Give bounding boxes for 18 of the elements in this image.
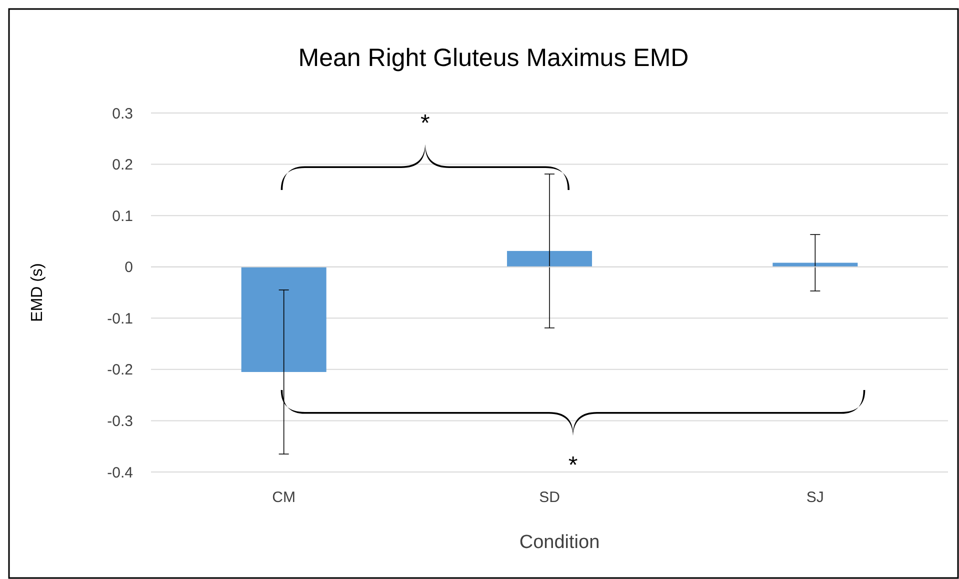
y-tick-label: -0.4 [107, 464, 133, 482]
x-tick-label: CM [272, 489, 296, 506]
annotation: * [568, 452, 578, 479]
y-tick-label: 0.3 [112, 105, 133, 122]
y-tick-label: 0.2 [112, 156, 133, 174]
y-tick-label: -0.2 [107, 362, 133, 379]
y-tick-label: -0.1 [107, 310, 133, 328]
chart-title: Mean Right Gluteus Maximus EMD [298, 44, 689, 72]
y-tick-label: 0.1 [112, 208, 133, 225]
x-tick-label: SD [539, 489, 560, 506]
y-tick-label: -0.3 [107, 412, 133, 430]
y-axis-title: EMD (s) [29, 263, 46, 322]
bar [241, 266, 326, 372]
y-tick-label: 0 [124, 259, 133, 276]
annotation: * [420, 110, 430, 137]
bar [506, 250, 592, 267]
x-axis-title: Condition [519, 532, 600, 553]
x-tick-label: SJ [806, 489, 824, 506]
